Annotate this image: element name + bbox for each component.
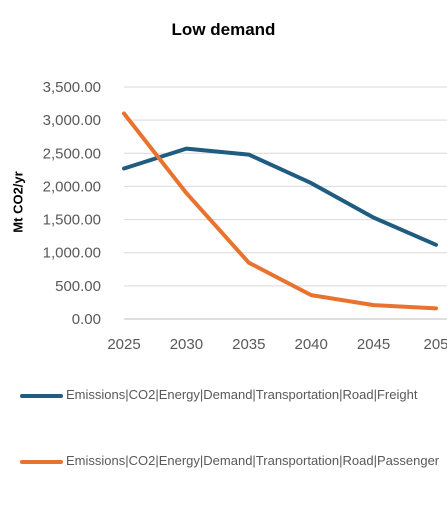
chart-title: Low demand	[171, 20, 276, 39]
legend-label-freight: Emissions|CO2|Energy|Demand|Transportati…	[66, 387, 418, 402]
legend-label-passenger: Emissions|CO2|Energy|Demand|Transportati…	[66, 453, 440, 468]
series-line-1	[122, 111, 438, 311]
y-tick-label: 2,500.00	[43, 145, 101, 162]
x-tick-label: 205	[423, 336, 447, 353]
legend-swatch-passenger	[20, 460, 63, 464]
x-tick-label: 2025	[107, 336, 140, 353]
y-tick-label: 3,500.00	[43, 79, 101, 96]
x-tick-label: 2035	[232, 336, 265, 353]
y-tick-label: 500.00	[55, 278, 101, 295]
legend-swatch-freight	[20, 394, 63, 398]
y-tick-label: 1,000.00	[43, 245, 101, 262]
x-tick-label: 2030	[170, 336, 203, 353]
x-tick-label: 2045	[357, 336, 390, 353]
y-tick-label: 0.00	[72, 311, 101, 328]
y-tick-label: 2,000.00	[43, 178, 101, 195]
x-tick-label: 2040	[295, 336, 328, 353]
series-line-0	[122, 146, 438, 247]
y-tick-label: 1,500.00	[43, 212, 101, 229]
y-tick-label: 3,000.00	[43, 112, 101, 129]
